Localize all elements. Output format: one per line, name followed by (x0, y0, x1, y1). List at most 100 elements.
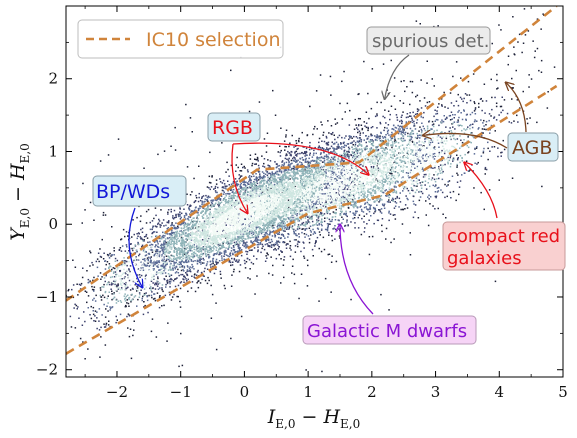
data-point (326, 228, 329, 230)
data-point (242, 227, 245, 229)
data-point (121, 245, 124, 247)
data-point (108, 263, 111, 265)
data-point (409, 103, 411, 106)
data-point (428, 144, 431, 146)
data-point (182, 269, 184, 271)
data-point (420, 144, 422, 146)
data-point (227, 246, 230, 249)
data-point (321, 370, 323, 373)
data-point (367, 158, 369, 161)
data-point (235, 191, 237, 193)
data-point (277, 233, 280, 235)
data-point (179, 207, 181, 209)
data-point (294, 157, 296, 159)
data-point (475, 120, 478, 122)
data-point (132, 398, 134, 400)
data-point (268, 165, 271, 167)
data-point (377, 180, 379, 182)
data-point (252, 231, 254, 234)
data-point (172, 236, 175, 239)
data-point (485, 124, 487, 126)
data-point (180, 216, 182, 219)
data-point (474, 147, 476, 150)
data-point (280, 221, 283, 224)
data-point (175, 261, 177, 264)
data-point (436, 112, 439, 115)
data-point (392, 124, 395, 127)
data-point (239, 186, 242, 188)
data-point (438, 103, 440, 105)
data-point (170, 241, 172, 243)
data-point (202, 275, 205, 277)
data-point (163, 249, 165, 251)
data-point (175, 216, 177, 218)
data-point (72, 284, 75, 286)
data-point (401, 223, 404, 225)
data-point (341, 181, 343, 183)
data-point (112, 298, 115, 300)
data-point (154, 241, 156, 243)
data-point (363, 221, 365, 223)
data-point (530, 78, 533, 80)
data-point (473, 110, 476, 112)
data-point (258, 167, 260, 169)
data-point (387, 143, 389, 145)
data-point (469, 99, 472, 102)
data-point (267, 229, 269, 231)
data-point (362, 165, 364, 167)
data-point (285, 175, 287, 177)
data-point (400, 80, 402, 83)
data-point (264, 173, 267, 175)
data-point (422, 157, 424, 160)
data-point (234, 251, 237, 253)
data-point (190, 255, 192, 258)
data-point (277, 177, 279, 179)
data-point (316, 199, 318, 202)
data-point (423, 145, 425, 147)
data-point (270, 246, 273, 248)
data-point (97, 275, 99, 277)
data-point (193, 177, 195, 180)
data-point (293, 171, 295, 173)
data-point (271, 171, 273, 173)
data-point (170, 274, 173, 276)
data-point (340, 211, 343, 214)
data-point (307, 160, 309, 163)
data-point (183, 216, 186, 219)
data-point (317, 170, 320, 172)
data-point (311, 195, 314, 198)
data-point (160, 243, 163, 245)
data-point (284, 237, 286, 239)
data-point (529, 117, 531, 119)
data-point (220, 277, 222, 279)
data-point (158, 282, 161, 284)
data-point (126, 264, 128, 267)
data-point (179, 233, 181, 236)
data-point (149, 262, 152, 264)
data-point (267, 239, 270, 241)
data-point (351, 137, 353, 139)
data-point (163, 265, 166, 268)
data-point (167, 322, 169, 324)
data-point (540, 28, 542, 30)
data-point (237, 245, 239, 247)
data-point (263, 172, 265, 175)
data-point (238, 241, 240, 243)
data-point (240, 315, 243, 318)
data-point (357, 93, 359, 96)
data-point (500, 155, 502, 157)
data-point (354, 174, 357, 176)
data-point (198, 208, 200, 211)
data-point (187, 218, 190, 221)
data-point (305, 209, 308, 211)
data-point (157, 222, 160, 224)
data-point (354, 222, 356, 224)
data-point (213, 205, 215, 207)
data-point (225, 195, 227, 197)
data-point (225, 247, 227, 249)
data-point (292, 159, 295, 162)
data-point (415, 95, 417, 98)
data-point (201, 239, 204, 241)
data-point (304, 169, 306, 171)
data-point (343, 161, 345, 163)
